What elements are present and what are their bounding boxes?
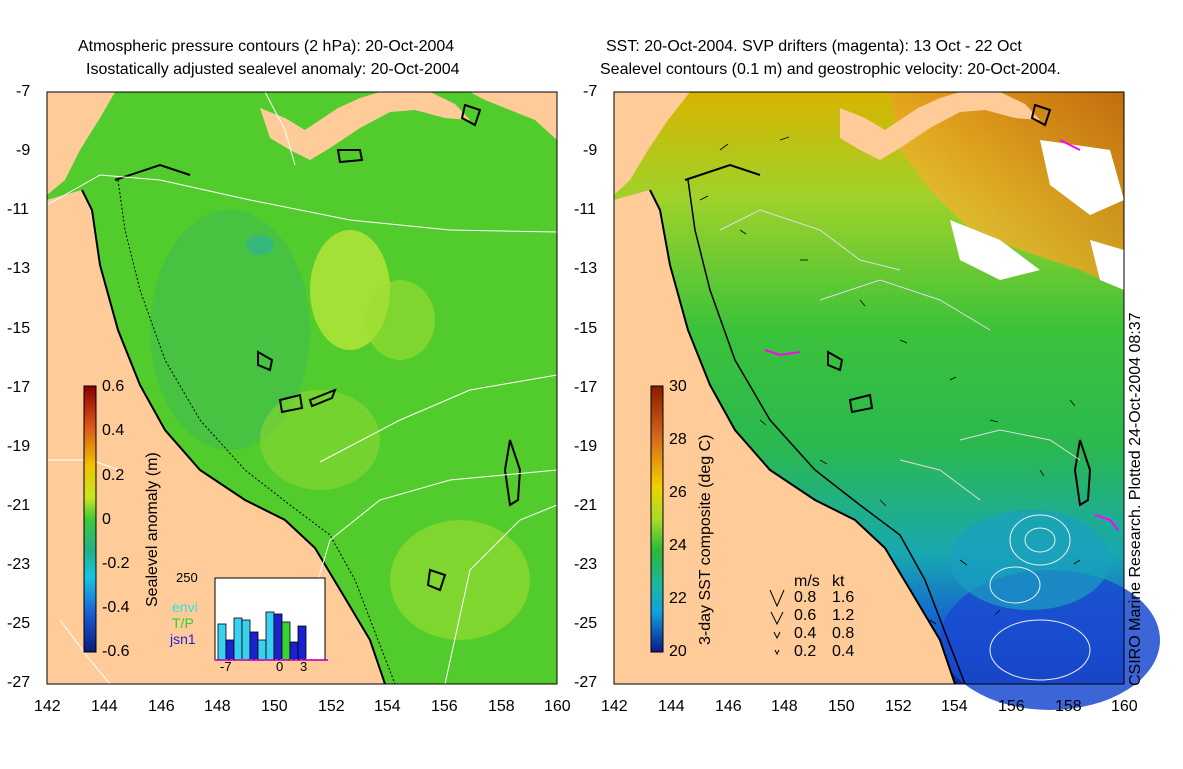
velocity-legend-ms: 0.4 — [794, 625, 817, 642]
colorbar-tick: 0.4 — [102, 422, 125, 439]
inset-ymax: 250 — [176, 570, 198, 585]
lon-tick: 146 — [715, 698, 742, 715]
inset-legend-jsn1: jsn1 — [170, 631, 196, 647]
sla-colorbar-label: Sealevel anomaly (m) — [144, 452, 161, 607]
right-title-line1: SST: 20-Oct-2004. SVP drifters (magenta)… — [606, 38, 1022, 55]
colorbar-tick: -0.2 — [102, 555, 130, 572]
lat-tick: -7 — [583, 83, 598, 100]
lat-tick: -17 — [7, 379, 31, 396]
inset-legend-envi: envi — [172, 599, 198, 615]
lon-tick: 158 — [1055, 698, 1082, 715]
lat-tick: -21 — [7, 497, 31, 514]
lat-tick: -9 — [583, 142, 598, 159]
credit-text: CSIRO Marine Research. Plotted 24-Oct-20… — [1127, 312, 1144, 686]
colorbar-tick: 0.6 — [102, 378, 125, 395]
velocity-legend-kt: 0.8 — [832, 625, 855, 642]
inset-legend-tp: T/P — [172, 615, 194, 631]
left-title-line2: Isostatically adjusted sealevel anomaly:… — [86, 61, 460, 78]
lon-tick: 154 — [941, 698, 968, 715]
velocity-legend-ms: 0.2 — [794, 643, 817, 660]
inset-xtick: 0 — [276, 659, 284, 674]
inset-bars — [217, 611, 307, 661]
colorbar-tick: 28 — [669, 431, 687, 448]
lat-tick: -23 — [7, 556, 31, 573]
lat-tick: -25 — [7, 615, 31, 632]
colorbar-tick: 30 — [669, 378, 687, 395]
lon-tick: 154 — [374, 698, 401, 715]
velocity-legend-ms-header: m/s — [794, 573, 820, 590]
velocity-legend-kt: 1.2 — [832, 607, 855, 624]
lat-tick: -13 — [574, 260, 598, 277]
lon-tick: 158 — [488, 698, 515, 715]
lat-tick: -27 — [574, 674, 598, 691]
lat-tick: -9 — [16, 142, 31, 159]
velocity-legend-ms: 0.8 — [794, 589, 817, 606]
inset-xtick: 3 — [300, 659, 308, 674]
colorbar-tick: -0.6 — [102, 643, 130, 660]
colorbar-tick: 24 — [669, 537, 687, 554]
right-title-line2: Sealevel contours (0.1 m) and geostrophi… — [600, 61, 1061, 78]
lat-tick: -13 — [7, 260, 31, 277]
lat-tick: -7 — [16, 83, 31, 100]
lon-tick: 150 — [828, 698, 855, 715]
velocity-legend-kt-header: kt — [832, 573, 845, 590]
lon-tick: 142 — [34, 698, 61, 715]
lon-tick: 156 — [431, 698, 458, 715]
colorbar-tick: 26 — [669, 484, 687, 501]
lat-tick: -23 — [574, 556, 598, 573]
lat-tick: -19 — [7, 438, 31, 455]
colorbar-tick: 20 — [669, 643, 687, 660]
colorbar-tick: 22 — [669, 590, 687, 607]
inset-xtick: -7 — [220, 659, 232, 674]
lat-tick: -15 — [574, 320, 598, 337]
lat-tick: -21 — [574, 497, 598, 514]
lat-tick: -27 — [7, 674, 31, 691]
colorbar-tick: 0 — [102, 511, 111, 528]
sst-colorbar-label: 3-day SST composite (deg C) — [697, 434, 714, 645]
lon-tick: 152 — [885, 698, 912, 715]
lon-tick: 148 — [771, 698, 798, 715]
lat-tick: -17 — [574, 379, 598, 396]
lon-tick: 160 — [1111, 698, 1138, 715]
lon-tick: 142 — [601, 698, 628, 715]
lon-tick: 144 — [91, 698, 118, 715]
lon-tick: 148 — [204, 698, 231, 715]
lat-tick: -15 — [7, 320, 31, 337]
colorbar-tick: 0.2 — [102, 467, 125, 484]
lat-tick: -11 — [574, 201, 596, 218]
lon-tick: 160 — [544, 698, 571, 715]
colorbar-tick: -0.4 — [102, 599, 130, 616]
lon-tick: 152 — [318, 698, 345, 715]
velocity-legend-ms: 0.6 — [794, 607, 817, 624]
lon-tick: 144 — [658, 698, 685, 715]
velocity-legend-arrows — [769, 589, 785, 656]
left-title-line1: Atmospheric pressure contours (2 hPa): 2… — [78, 38, 455, 55]
lon-tick: 150 — [261, 698, 288, 715]
lat-tick: -11 — [7, 201, 29, 218]
lat-tick: -19 — [574, 438, 598, 455]
velocity-legend-kt: 1.6 — [832, 589, 855, 606]
velocity-legend-kt: 0.4 — [832, 643, 855, 660]
lon-tick: 156 — [998, 698, 1025, 715]
lon-tick: 146 — [148, 698, 175, 715]
lat-tick: -25 — [574, 615, 598, 632]
